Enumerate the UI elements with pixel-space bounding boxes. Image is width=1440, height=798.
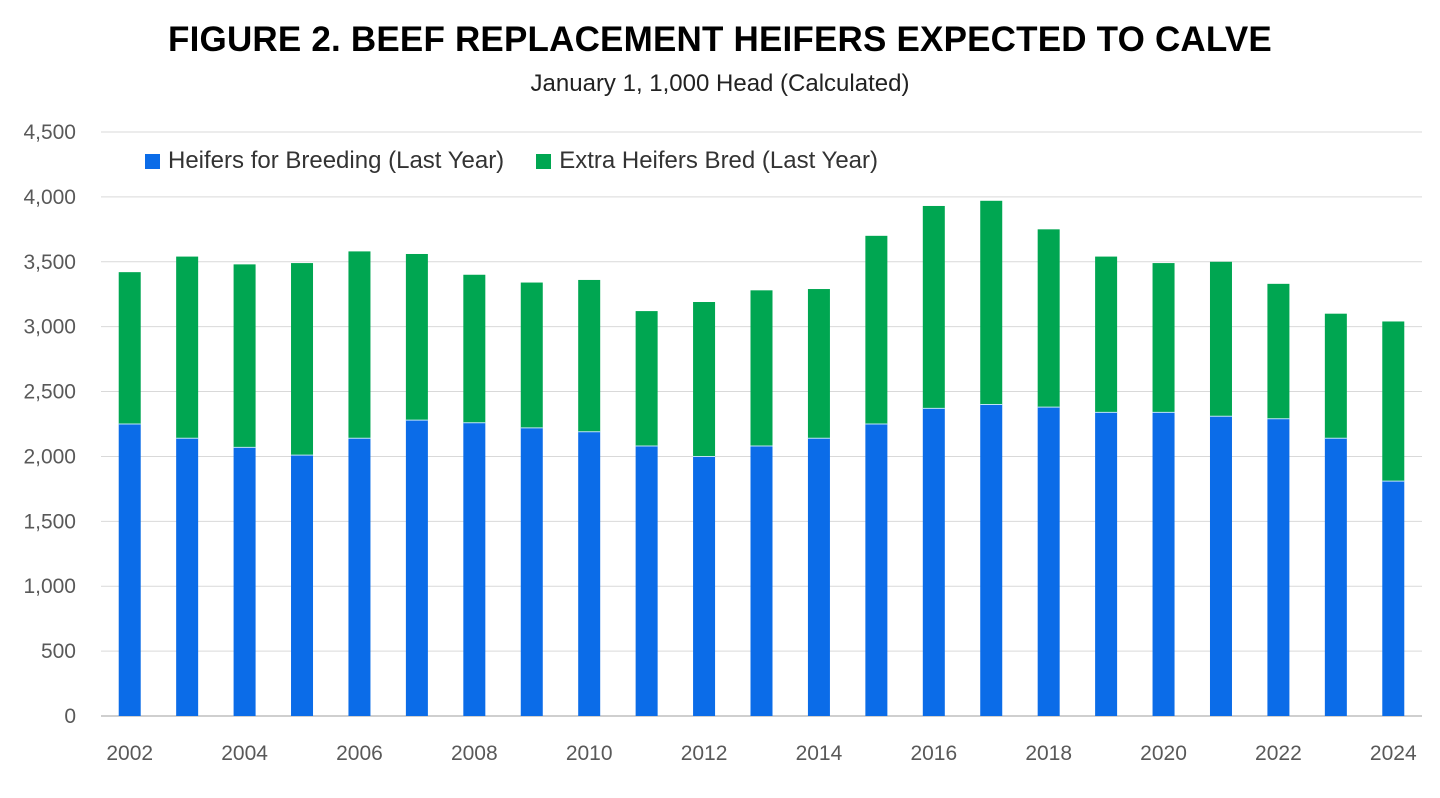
bar-extra-heifers-bred-2006 [348, 251, 371, 439]
x-tick-label: 2018 [1025, 742, 1072, 765]
bar-extra-heifers-bred-2024 [1382, 321, 1405, 482]
bar-extra-heifers-bred-2017 [980, 200, 1003, 405]
bar-heifers-for-breeding-2008 [463, 422, 486, 716]
x-tick-label: 2014 [796, 742, 843, 765]
bar-extra-heifers-bred-2019 [1095, 256, 1118, 413]
chart-title: FIGURE 2. BEEF REPLACEMENT HEIFERS EXPEC… [168, 20, 1272, 59]
y-tick-label: 0 [64, 705, 76, 728]
bar-extra-heifers-bred-2005 [291, 263, 314, 456]
bar-heifers-for-breeding-2017 [980, 404, 1003, 716]
y-tick-label: 4,500 [23, 121, 76, 144]
bar-heifers-for-breeding-2007 [405, 420, 428, 716]
y-tick-label: 3,000 [23, 316, 76, 339]
legend-item-extra-heifers-bred: Extra Heifers Bred (Last Year) [536, 147, 878, 175]
bar-heifers-for-breeding-2014 [807, 438, 830, 716]
x-axis-ticks: 2002 2004 2006 2008 2010 2012 2014 2016 2018 2020… [106, 742, 1417, 765]
bar-heifers-for-breeding-2005 [291, 455, 314, 716]
legend-swatch-heifers-for-breeding [145, 153, 160, 169]
bar-extra-heifers-bred-2023 [1324, 313, 1347, 439]
bar-extra-heifers-bred-2015 [865, 235, 888, 424]
chart-subtitle: January 1, 1,000 Head (Calculated) [530, 70, 910, 97]
legend-label-heifers-for-breeding: Heifers for Breeding (Last Year) [168, 147, 505, 174]
bar-heifers-for-breeding-2013 [750, 446, 773, 716]
chart-legend: Heifers for Breeding (Last Year) Extra H… [145, 147, 910, 175]
y-tick-label: 1,000 [23, 575, 76, 598]
bar-extra-heifers-bred-2003 [176, 256, 199, 439]
y-tick-label: 1,500 [23, 510, 76, 533]
bar-heifers-for-breeding-2021 [1209, 416, 1232, 716]
legend-swatch-extra-heifers-bred [536, 153, 552, 169]
legend-item-heifers-for-breeding: Heifers for Breeding (Last Year) [145, 147, 504, 175]
x-tick-label: 2006 [336, 742, 383, 765]
bar-heifers-for-breeding-2019 [1095, 412, 1118, 716]
bar-extra-heifers-bred-2022 [1267, 283, 1290, 419]
bar-heifers-for-breeding-2022 [1267, 418, 1290, 716]
x-tick-label: 2008 [451, 742, 498, 765]
x-tick-label: 2012 [681, 742, 728, 765]
y-tick-label: 4,000 [23, 186, 76, 209]
x-tick-label: 2002 [106, 742, 153, 765]
bar-extra-heifers-bred-2018 [1037, 229, 1060, 408]
x-tick-label: 2020 [1140, 742, 1187, 765]
bar-extra-heifers-bred-2020 [1152, 263, 1175, 413]
x-tick-label: 2022 [1255, 742, 1302, 765]
y-tick-label: 2,000 [23, 445, 76, 468]
y-tick-label: 3,500 [23, 251, 76, 274]
bar-extra-heifers-bred-2009 [520, 282, 543, 428]
bar-heifers-for-breeding-2024 [1382, 481, 1405, 716]
bar-extra-heifers-bred-2007 [405, 253, 428, 421]
x-tick-label: 2010 [566, 742, 613, 765]
bar-extra-heifers-bred-2010 [578, 279, 601, 432]
bar-extra-heifers-bred-2012 [693, 302, 716, 457]
bar-heifers-for-breeding-2015 [865, 424, 888, 716]
bar-heifers-for-breeding-2009 [520, 427, 543, 716]
bar-heifers-for-breeding-2010 [578, 431, 601, 716]
bar-extra-heifers-bred-2013 [750, 290, 773, 447]
bar-heifers-for-breeding-2004 [233, 447, 256, 716]
y-tick-label: 500 [41, 640, 76, 663]
bar-extra-heifers-bred-2008 [463, 274, 486, 423]
bar-heifers-for-breeding-2011 [635, 446, 658, 716]
bars [118, 200, 1405, 716]
bar-heifers-for-breeding-2023 [1324, 438, 1347, 716]
bar-heifers-for-breeding-2006 [348, 438, 371, 716]
x-tick-label: 2004 [221, 742, 268, 765]
bar-heifers-for-breeding-2002 [118, 424, 141, 716]
y-axis-ticks: 0 500 1,000 1,500 2,000 2,500 3,000 3,500 4,000 4… [23, 121, 76, 728]
x-tick-label: 2024 [1370, 742, 1417, 765]
bar-extra-heifers-bred-2016 [922, 205, 945, 409]
bar-heifers-for-breeding-2016 [922, 408, 945, 716]
bar-extra-heifers-bred-2002 [118, 272, 141, 424]
bar-extra-heifers-bred-2011 [635, 311, 658, 447]
bar-extra-heifers-bred-2014 [807, 289, 830, 439]
bar-extra-heifers-bred-2004 [233, 264, 256, 448]
legend-label-extra-heifers-bred: Extra Heifers Bred (Last Year) [559, 147, 878, 174]
bar-heifers-for-breeding-2018 [1037, 407, 1060, 716]
x-tick-label: 2016 [910, 742, 957, 765]
bar-heifers-for-breeding-2003 [176, 438, 199, 716]
y-tick-label: 2,500 [23, 381, 76, 404]
bar-heifers-for-breeding-2012 [693, 456, 716, 716]
bar-heifers-for-breeding-2020 [1152, 412, 1175, 716]
bar-extra-heifers-bred-2021 [1209, 261, 1232, 417]
